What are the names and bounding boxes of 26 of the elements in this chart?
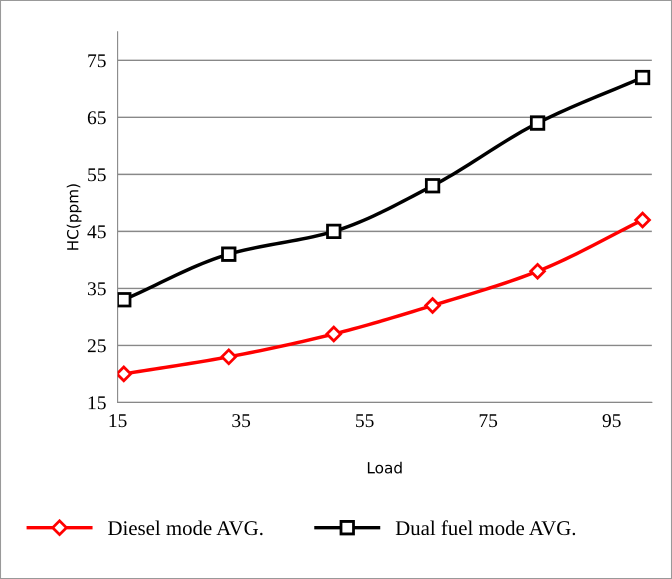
point <box>424 297 441 314</box>
point <box>221 246 236 262</box>
y-tick-label: 15 <box>88 396 106 410</box>
x-tick-label: 55 <box>356 414 374 428</box>
point <box>634 212 651 228</box>
x-tick-label: 95 <box>602 414 621 428</box>
point <box>326 224 342 240</box>
y-axis-title: HC(ppm) <box>66 184 82 250</box>
point <box>529 263 546 280</box>
point <box>530 115 546 131</box>
legend-label: Dual fuel mode AVG. <box>396 520 576 536</box>
x-tick-label: 15 <box>110 414 127 428</box>
point <box>326 326 342 342</box>
y-tick-label: 25 <box>88 339 106 352</box>
legend-label: Diesel mode AVG. <box>108 520 263 536</box>
y-tick-label: 35 <box>88 282 106 296</box>
x-axis-title: Load <box>368 462 402 474</box>
x-tick-label: 35 <box>232 414 250 428</box>
point <box>424 178 440 194</box>
y-tick-label: 75 <box>88 54 106 68</box>
point <box>220 348 238 366</box>
y-tick-label: 45 <box>87 225 106 238</box>
y-tick-label: 55 <box>88 168 106 182</box>
point <box>634 70 650 86</box>
y-tick-label: 65 <box>88 111 106 124</box>
x-tick-label: 75 <box>480 414 498 428</box>
